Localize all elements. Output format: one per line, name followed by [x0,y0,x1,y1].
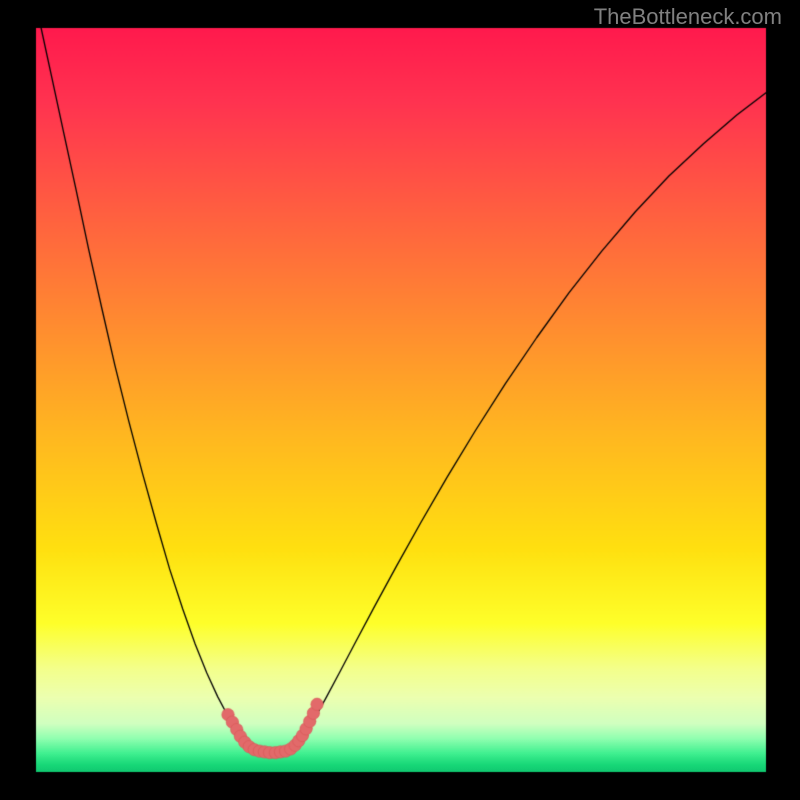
bottleneck-chart [0,0,800,800]
watermark-text: TheBottleneck.com [594,4,782,30]
chart-container: TheBottleneck.com [0,0,800,800]
